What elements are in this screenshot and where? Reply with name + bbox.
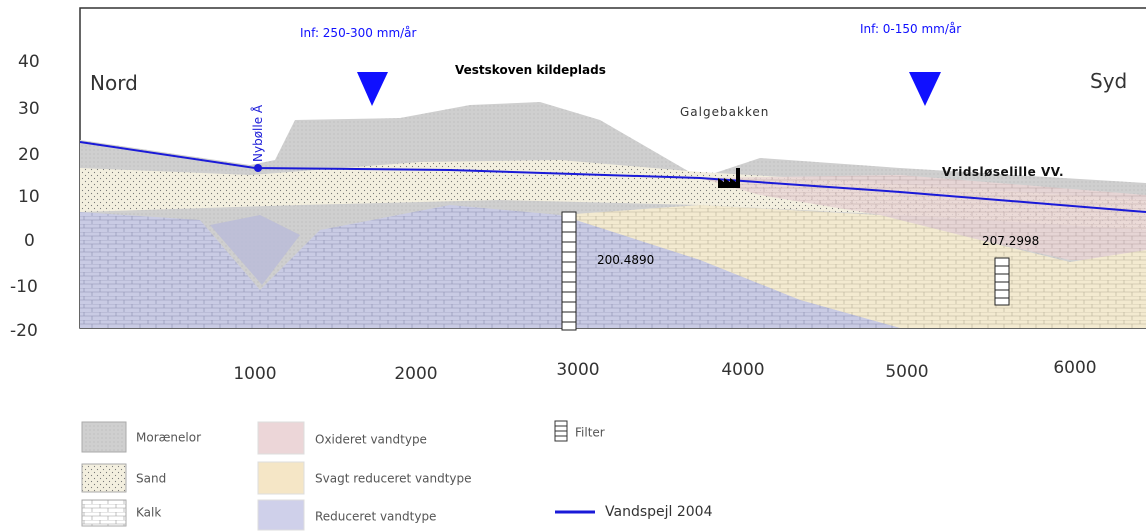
y-tick-label: 30 <box>18 99 40 119</box>
legend-label: Svagt reduceret vandtype <box>315 472 472 486</box>
site-label: Vestskoven kildeplads <box>455 63 606 77</box>
reduced-pocket <box>210 215 300 285</box>
hill-label: Galgebakken <box>680 105 769 119</box>
x-tick-label: 2000 <box>394 364 437 384</box>
river-point <box>254 164 262 172</box>
legend-swatch <box>257 461 305 495</box>
infiltration-arrow <box>357 72 388 106</box>
x-tick-label: 4000 <box>721 360 764 380</box>
legend-label: Reduceret vandtype <box>315 510 436 524</box>
x-tick-label: 5000 <box>885 362 928 382</box>
legend-swatch <box>82 500 126 526</box>
y-tick-label: 0 <box>24 231 35 251</box>
infiltration-label: Inf: 250-300 mm/år <box>300 26 417 40</box>
label-north: Nord <box>90 71 138 95</box>
legend-label: Morænelor <box>136 431 201 445</box>
legend-swatch <box>81 421 127 453</box>
label-south: Syd <box>1090 69 1127 93</box>
infiltration-arrow <box>909 72 941 106</box>
oxidized-zone <box>700 175 1146 260</box>
legend-label: Kalk <box>136 506 161 520</box>
well-label: 207.2998 <box>982 234 1039 248</box>
reduced-zone <box>80 205 900 328</box>
x-tick-label: 1000 <box>233 364 276 384</box>
legend-label: Filter <box>575 426 605 440</box>
well-label: 200.4890 <box>597 253 654 267</box>
water-table <box>79 141 1146 213</box>
y-tick-label: 20 <box>18 145 40 165</box>
well-filter <box>561 211 1010 331</box>
infiltration-label: Inf: 0-150 mm/år <box>860 22 961 36</box>
legend-label: Oxideret vandtype <box>315 433 427 447</box>
factory-icon <box>718 168 740 188</box>
y-tick-label: 10 <box>18 187 40 207</box>
legend-filter-icon <box>555 425 567 437</box>
legend-label: Vandspejl 2004 <box>605 504 713 520</box>
river-label: Nybølle Å <box>250 104 265 162</box>
x-tick-label: 6000 <box>1053 358 1096 378</box>
legend-label: Sand <box>136 472 166 486</box>
legend-swatch <box>81 463 127 493</box>
waterworks-label: Vridsløselille VV. <box>942 165 1064 179</box>
legend-swatch <box>257 421 305 455</box>
x-tick-label: 3000 <box>556 360 599 380</box>
legend-swatch <box>257 499 305 531</box>
legend: Morænelor Sand Kalk Oxideret vandtype Sv… <box>81 420 713 531</box>
y-tick-label: -10 <box>10 277 38 297</box>
y-tick-label: 40 <box>18 52 40 72</box>
y-tick-label: -20 <box>10 321 38 341</box>
